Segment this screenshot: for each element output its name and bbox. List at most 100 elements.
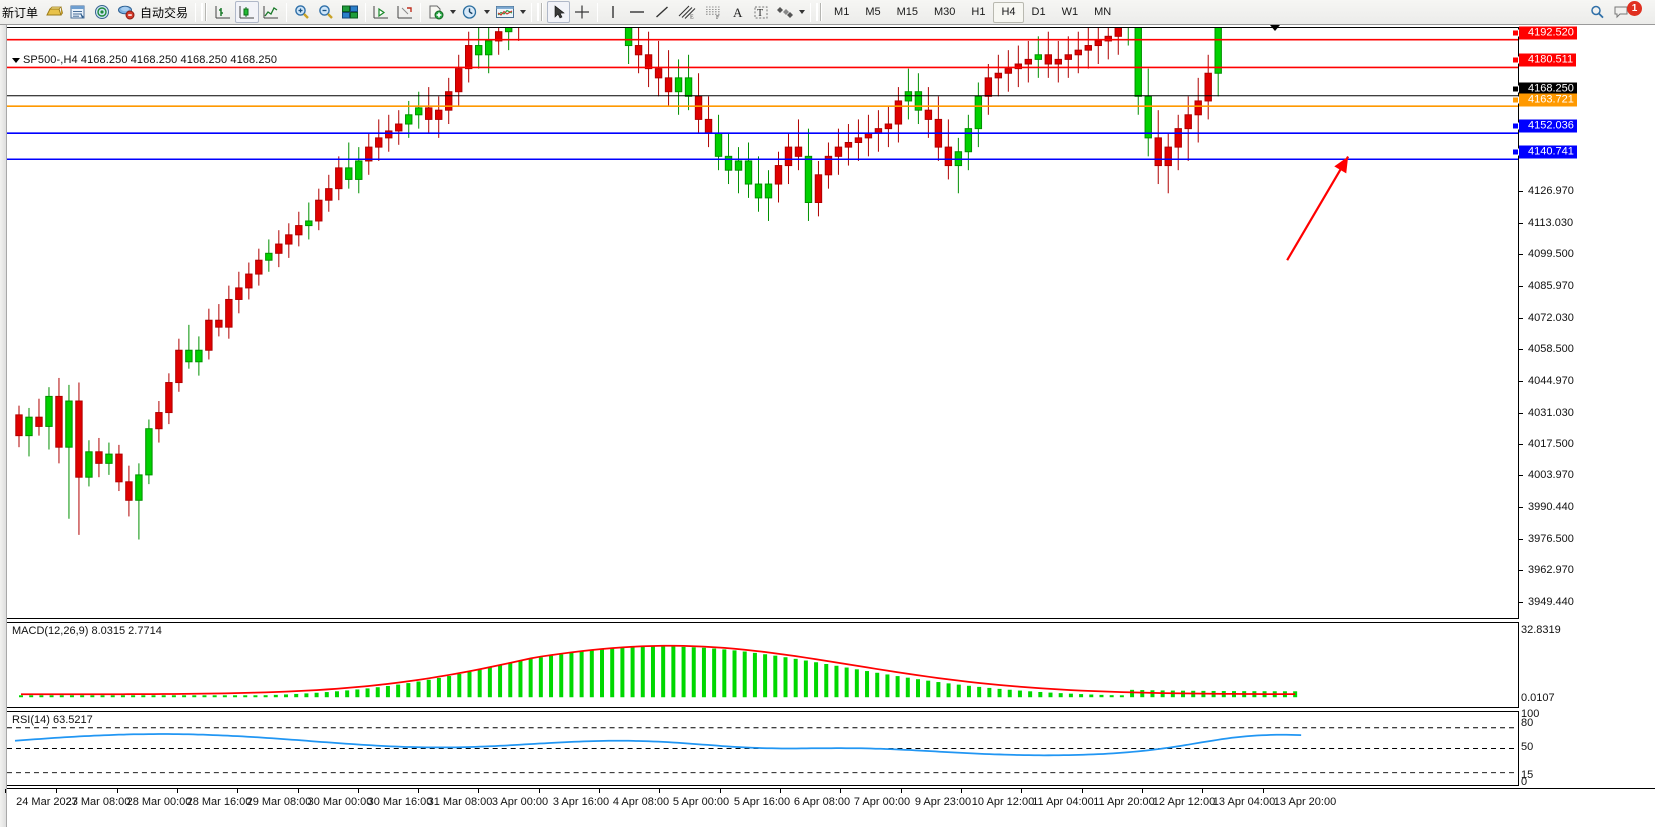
time-axis-tick: 28 Mar 00:00	[126, 796, 192, 808]
candle	[664, 50, 673, 106]
templates-icon[interactable]	[492, 1, 518, 23]
market-watch-icon[interactable]	[66, 1, 90, 23]
time-axis-separator	[358, 789, 359, 793]
candle	[1104, 28, 1112, 60]
time-axis-tick: 5 Apr 00:00	[672, 796, 730, 808]
add-indicator-icon[interactable]	[424, 1, 448, 23]
candle	[185, 324, 193, 369]
level-flag-value: 4192.520	[1528, 26, 1574, 39]
toolbar-grip[interactable]	[201, 3, 209, 21]
time-axis-tick: 29 Mar 08:00	[246, 796, 312, 808]
price-level-flag[interactable]: 4140.741	[1512, 145, 1577, 159]
new-order-button[interactable]: 新订单	[2, 5, 39, 20]
timeframe-button-d1[interactable]: D1	[1031, 6, 1046, 18]
trendline-icon[interactable]	[650, 1, 674, 23]
fibonacci-icon[interactable]: F	[700, 1, 726, 23]
crosshair-icon[interactable]	[570, 1, 594, 23]
line-chart-icon[interactable]	[259, 1, 283, 23]
candle	[275, 230, 283, 268]
toolbar-grip[interactable]	[816, 3, 824, 21]
price-axis[interactable]: 4126.970 4113.030 4099.500 4085.970 4072.030…	[1512, 26, 1655, 619]
level-handle[interactable]	[1512, 122, 1519, 130]
bar-chart-icon[interactable]	[211, 1, 235, 23]
shapes-icon[interactable]	[773, 1, 797, 23]
price-level-flag[interactable]: 4168.250	[1512, 82, 1577, 96]
macd-axis-tick: 0.0107	[1521, 692, 1555, 704]
horizontal-line-icon[interactable]	[624, 1, 650, 23]
timeframe-button-h1[interactable]: H1	[971, 6, 986, 18]
timeframe-button-m1[interactable]: M1	[834, 6, 850, 18]
level-handle[interactable]	[1512, 96, 1519, 104]
timeframe-button-mn[interactable]: MN	[1094, 6, 1112, 18]
price-level-flag[interactable]: 4152.036	[1512, 119, 1577, 133]
macd-pane[interactable]: MACD(12,26,9) 8.0315 2.7714	[7, 622, 1519, 708]
zoom-out-icon[interactable]	[314, 1, 338, 23]
chevron-down-icon[interactable]	[484, 10, 491, 14]
chevron-down-icon[interactable]	[799, 10, 806, 14]
time-axis-tick: 28 Mar 16:00	[186, 796, 252, 808]
notifications-icon[interactable]: 1	[1610, 0, 1649, 23]
vertical-line-icon[interactable]	[601, 1, 624, 23]
level-handle[interactable]	[1512, 148, 1519, 156]
svg-text:T: T	[757, 8, 763, 19]
candle	[115, 444, 123, 492]
chevron-down-icon[interactable]	[520, 10, 527, 14]
zoom-in-icon[interactable]	[290, 1, 314, 23]
candle	[1054, 40, 1063, 83]
text-icon[interactable]: A	[726, 1, 749, 23]
candlestick-chart-icon[interactable]	[235, 1, 260, 23]
autotrade-icon[interactable]	[114, 1, 138, 23]
chevron-down-icon[interactable]	[450, 10, 457, 14]
time-axis-separator	[539, 789, 540, 793]
time-axis-tick: 7 Apr 00:00	[853, 796, 911, 808]
timeframe-button-h4[interactable]: H4	[993, 1, 1024, 23]
gold-bar-icon[interactable]	[42, 1, 66, 23]
price-level-flag[interactable]: 4180.511	[1512, 53, 1577, 67]
rsi-axis: 100 80 50 15 0	[1519, 708, 1655, 788]
timeframe-button-m5[interactable]: M5	[865, 6, 881, 18]
candle	[1004, 50, 1013, 92]
collapse-caret-icon[interactable]	[12, 57, 20, 63]
price-axis-tick: 3990.440	[1519, 501, 1574, 513]
time-axis-tick: 6 Apr 08:00	[793, 796, 851, 808]
toolbar-group-lines: E F A T	[601, 0, 807, 24]
search-icon[interactable]	[1586, 1, 1610, 23]
level-handle[interactable]	[1512, 29, 1519, 37]
toolbar-grip[interactable]	[537, 3, 545, 21]
price-axis-tick: 4099.500	[1519, 248, 1574, 260]
timeframe-button-w1[interactable]: W1	[1061, 6, 1079, 18]
timeframe-button-m15[interactable]: M15	[896, 6, 918, 18]
candle	[135, 463, 143, 540]
candle	[195, 336, 203, 376]
scroll-end-icon[interactable]	[369, 1, 393, 23]
candle	[1204, 54, 1212, 120]
period-clock-icon[interactable]	[458, 1, 482, 23]
time-axis-separator	[1202, 789, 1203, 793]
rsi-axis-tick: 15	[1521, 769, 1534, 781]
text-label-icon[interactable]: T	[749, 1, 773, 23]
candle	[175, 338, 183, 392]
level-handle[interactable]	[1512, 85, 1519, 93]
price-level-flag[interactable]: 4192.520	[1512, 26, 1577, 40]
candle	[644, 31, 653, 88]
candle	[1094, 28, 1102, 65]
timeframe-button-m30[interactable]: M30	[934, 6, 956, 18]
tile-windows-icon[interactable]	[338, 1, 362, 23]
price-level-flag[interactable]: 4163.721	[1512, 93, 1577, 107]
candle	[1184, 96, 1192, 161]
breakout-arrow-annotation[interactable]	[1286, 156, 1350, 261]
equidistant-channel-icon[interactable]: E	[674, 1, 700, 23]
time-axis-separator	[901, 789, 902, 793]
price-axis-tick: 4044.970	[1519, 375, 1574, 387]
rsi-pane[interactable]: RSI(14) 63.5217	[7, 711, 1519, 786]
price-chart-pane[interactable]	[7, 27, 1519, 619]
signals-icon[interactable]	[90, 1, 114, 23]
chart-shift-icon[interactable]	[393, 1, 417, 23]
time-axis[interactable]: 24 Mar 2023 27 Mar 08:00 28 Mar 00:00 28 Ma…	[5, 788, 1655, 827]
time-axis-tick: 11 Apr 04:00	[1032, 796, 1094, 808]
autotrade-label[interactable]: 自动交易	[140, 5, 189, 20]
level-handle[interactable]	[1512, 56, 1519, 64]
candle	[504, 28, 513, 51]
cursor-icon[interactable]	[547, 1, 571, 23]
candle	[494, 28, 503, 55]
